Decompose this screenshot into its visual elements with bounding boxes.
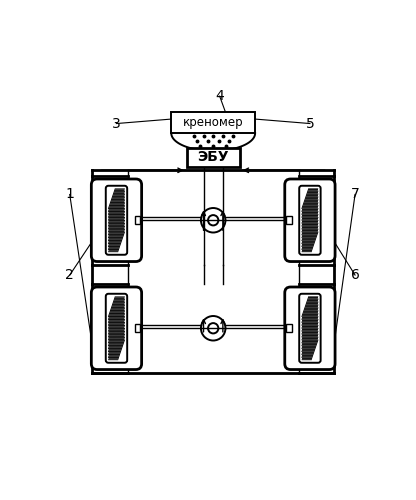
Text: 3: 3 [112, 116, 121, 130]
Text: 1: 1 [65, 188, 74, 202]
Text: 7: 7 [351, 188, 359, 202]
Text: ЭБУ: ЭБУ [197, 150, 229, 164]
FancyBboxPatch shape [285, 179, 335, 262]
Text: 5: 5 [305, 116, 314, 130]
FancyBboxPatch shape [285, 287, 335, 370]
Bar [134, 324, 140, 332]
Text: 2: 2 [65, 268, 74, 282]
Bar [286, 324, 292, 332]
FancyBboxPatch shape [92, 287, 141, 370]
Text: 6: 6 [351, 268, 359, 282]
Bar [171, 112, 255, 133]
Text: креномер: креномер [183, 116, 243, 129]
FancyBboxPatch shape [299, 294, 321, 363]
Bar [134, 216, 140, 224]
FancyBboxPatch shape [106, 294, 127, 363]
FancyBboxPatch shape [92, 179, 141, 262]
Bar [187, 148, 240, 167]
Text: 4: 4 [215, 89, 224, 103]
FancyBboxPatch shape [299, 186, 321, 255]
Bar [286, 216, 292, 224]
FancyBboxPatch shape [106, 186, 127, 255]
